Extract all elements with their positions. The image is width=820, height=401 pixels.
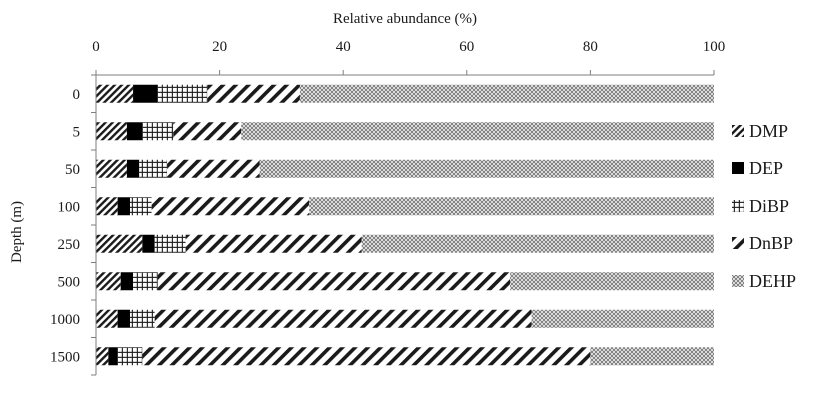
legend-label-dnbp: DnBP: [749, 233, 794, 254]
bar-dibp-depth-250: [154, 234, 186, 253]
bar-dibp-depth-500: [133, 272, 158, 291]
bar-dehp-depth-0: [299, 84, 714, 103]
legend-item-dehp: DEHP: [732, 262, 796, 300]
legend-item-dep: DEP: [732, 150, 796, 188]
y-axis-title: Depth (m): [9, 201, 25, 263]
y-tick-label-100: 100: [58, 199, 81, 215]
legend-swatch-dibp: [732, 199, 744, 212]
x-tick-label-1: 20: [212, 39, 227, 55]
bar-dnbp-depth-0: [207, 84, 300, 103]
y-tick-label-1000: 1000: [50, 312, 80, 328]
bar-dehp-depth-1500: [590, 347, 714, 366]
bar-dehp-depth-50: [259, 159, 714, 178]
bar-dnbp-depth-100: [151, 197, 310, 216]
bar-dmp-depth-0: [96, 84, 134, 103]
y-tick-label-0: 0: [73, 87, 81, 103]
bar-dep-depth-100: [117, 197, 130, 216]
bar-dmp-depth-500: [96, 272, 121, 291]
legend-item-dmp: DMP: [732, 112, 796, 150]
bar-dmp-depth-5: [96, 122, 127, 141]
x-tick-label-0: 0: [92, 39, 100, 55]
bar-dep-depth-5: [126, 122, 143, 141]
bar-dnbp-depth-250: [185, 234, 362, 253]
bar-dmp-depth-1000: [96, 309, 118, 328]
x-tick-label-4: 80: [583, 39, 598, 55]
bar-dmp-depth-250: [96, 234, 143, 253]
y-tick-label-5: 5: [73, 124, 81, 140]
legend-swatch-dnbp: [732, 237, 744, 250]
bar-dnbp-depth-50: [167, 159, 260, 178]
x-axis-title: Relative abundance (%): [333, 11, 477, 27]
y-tick-labels: 0 5 50 100 250 500 1000 1500: [50, 87, 80, 366]
legend-label-dmp: DMP: [749, 120, 789, 141]
bar-dep-depth-0: [133, 84, 158, 103]
bar-dnbp-depth-1000: [154, 309, 532, 328]
bar-dehp-depth-250: [361, 234, 714, 253]
legend: DMP DEP: [732, 112, 796, 300]
legend-swatch-dep: [732, 162, 744, 175]
bar-dehp-depth-1000: [531, 309, 714, 328]
legend-label-dibp: DiBP: [749, 195, 790, 216]
bar-dibp-depth-5: [142, 122, 174, 141]
bar-dibp-depth-50: [139, 159, 168, 178]
bar-dep-depth-500: [120, 272, 134, 291]
y-tick-label-50: 50: [65, 162, 80, 178]
bar-dmp-depth-100: [96, 197, 118, 216]
bars: [96, 84, 715, 366]
bar-dibp-depth-100: [129, 197, 152, 216]
bar-dep-depth-250: [142, 234, 155, 253]
bar-dehp-depth-500: [510, 272, 714, 291]
x-tick-label-3: 60: [459, 39, 474, 55]
x-tick-label-5: 100: [703, 39, 726, 55]
bar-dep-depth-50: [126, 159, 140, 178]
y-tick-label-1500: 1500: [50, 349, 80, 365]
bar-dibp-depth-1500: [117, 347, 143, 366]
bar-dnbp-depth-5: [173, 122, 242, 141]
bar-dibp-depth-0: [157, 84, 208, 103]
legend-swatch-dmp: [732, 124, 744, 137]
bar-dmp-depth-50: [96, 159, 127, 178]
x-tick-label-2: 40: [336, 39, 351, 55]
legend-label-dep: DEP: [749, 158, 784, 179]
bar-dehp-depth-5: [241, 122, 715, 141]
legend-label-dehp: DEHP: [749, 270, 797, 291]
legend-item-dibp: DiBP: [732, 187, 796, 225]
legend-item-dnbp: DnBP: [732, 225, 796, 263]
bar-dep-depth-1500: [108, 347, 118, 366]
axes: [91, 70, 715, 376]
x-tick-labels: 0 20 40 60 80 100: [92, 39, 725, 55]
bar-dibp-depth-1000: [129, 309, 155, 328]
bar-dnbp-depth-1500: [142, 347, 591, 366]
y-tick-label-250: 250: [58, 237, 81, 253]
bar-dehp-depth-100: [309, 197, 714, 216]
bar-dnbp-depth-500: [157, 272, 511, 291]
y-tick-label-500: 500: [58, 274, 81, 290]
bar-dmp-depth-1500: [96, 347, 109, 366]
bar-dep-depth-1000: [117, 309, 130, 328]
legend-swatch-dehp: [732, 274, 744, 287]
